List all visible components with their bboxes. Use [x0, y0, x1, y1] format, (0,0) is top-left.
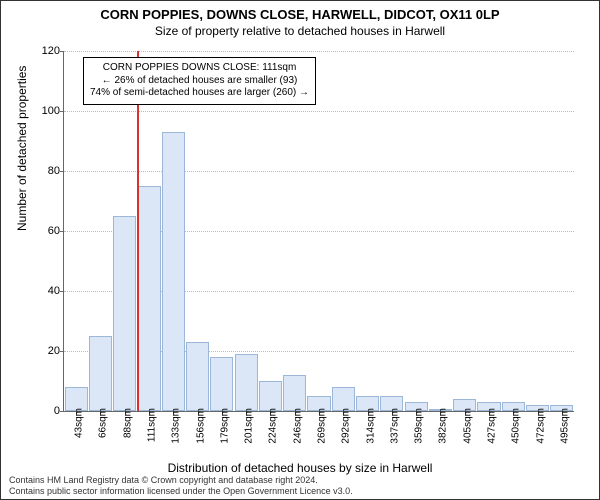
histogram-bar [235, 354, 258, 411]
ytick-label: 120 [32, 45, 60, 57]
annotation-line1: CORN POPPIES DOWNS CLOSE: 111sqm [90, 62, 309, 75]
xtick-label: 66sqm [98, 408, 109, 438]
xtick-label: 156sqm [195, 408, 206, 444]
xtick-label: 495sqm [559, 408, 570, 444]
histogram-bar [259, 381, 282, 411]
xtick-label: 88sqm [122, 408, 133, 438]
ytick-mark [60, 351, 64, 352]
annotation-line2: ← 26% of detached houses are smaller (93… [90, 75, 309, 88]
chart-container: CORN POPPIES, DOWNS CLOSE, HARWELL, DIDC… [0, 0, 600, 500]
xtick-label: 427sqm [487, 408, 498, 444]
ytick-label: 100 [32, 105, 60, 117]
annotation-line3: 74% of semi-detached houses are larger (… [90, 87, 309, 100]
xtick-label: 359sqm [414, 408, 425, 444]
xtick-label: 269sqm [317, 408, 328, 444]
chart-subtitle: Size of property relative to detached ho… [1, 22, 599, 38]
histogram-bar [162, 132, 185, 411]
ytick-mark [60, 411, 64, 412]
xtick-label: 382sqm [438, 408, 449, 444]
ytick-mark [60, 231, 64, 232]
histogram-bar [210, 357, 233, 411]
ytick-mark [60, 171, 64, 172]
histogram-bar [89, 336, 112, 411]
footer: Contains HM Land Registry data © Crown c… [9, 475, 353, 497]
xtick-label: 133sqm [171, 408, 182, 444]
y-axis-label: Number of detached properties [15, 66, 29, 231]
ytick-mark [60, 291, 64, 292]
xtick-label: 337sqm [389, 408, 400, 444]
plot-region: 02040608010012043sqm66sqm88sqm111sqm133s… [63, 51, 574, 412]
gridline [64, 111, 574, 112]
xtick-label: 224sqm [268, 408, 279, 444]
histogram-bar [186, 342, 209, 411]
xtick-label: 450sqm [511, 408, 522, 444]
gridline [64, 51, 574, 52]
xtick-label: 111sqm [147, 408, 158, 442]
ytick-label: 20 [32, 345, 60, 357]
histogram-bar [113, 216, 136, 411]
ytick-label: 40 [32, 285, 60, 297]
xtick-label: 179sqm [219, 408, 230, 444]
ytick-label: 60 [32, 225, 60, 237]
chart-title: CORN POPPIES, DOWNS CLOSE, HARWELL, DIDC… [1, 1, 599, 22]
xtick-label: 246sqm [292, 408, 303, 444]
footer-line2: Contains public sector information licen… [9, 486, 353, 497]
xtick-label: 43sqm [74, 408, 85, 438]
histogram-bar [283, 375, 306, 411]
gridline [64, 171, 574, 172]
ytick-mark [60, 111, 64, 112]
chart-area: 02040608010012043sqm66sqm88sqm111sqm133s… [63, 51, 573, 411]
histogram-bar [137, 186, 160, 411]
footer-line1: Contains HM Land Registry data © Crown c… [9, 475, 353, 486]
xtick-label: 201sqm [244, 408, 255, 444]
xtick-label: 292sqm [341, 408, 352, 444]
ytick-label: 0 [32, 405, 60, 417]
xtick-label: 405sqm [462, 408, 473, 444]
reference-line [137, 51, 139, 411]
xtick-label: 314sqm [365, 408, 376, 444]
ytick-label: 80 [32, 165, 60, 177]
annotation-box: CORN POPPIES DOWNS CLOSE: 111sqm ← 26% o… [83, 57, 316, 105]
x-axis-label: Distribution of detached houses by size … [1, 461, 599, 475]
ytick-mark [60, 51, 64, 52]
xtick-label: 472sqm [535, 408, 546, 444]
